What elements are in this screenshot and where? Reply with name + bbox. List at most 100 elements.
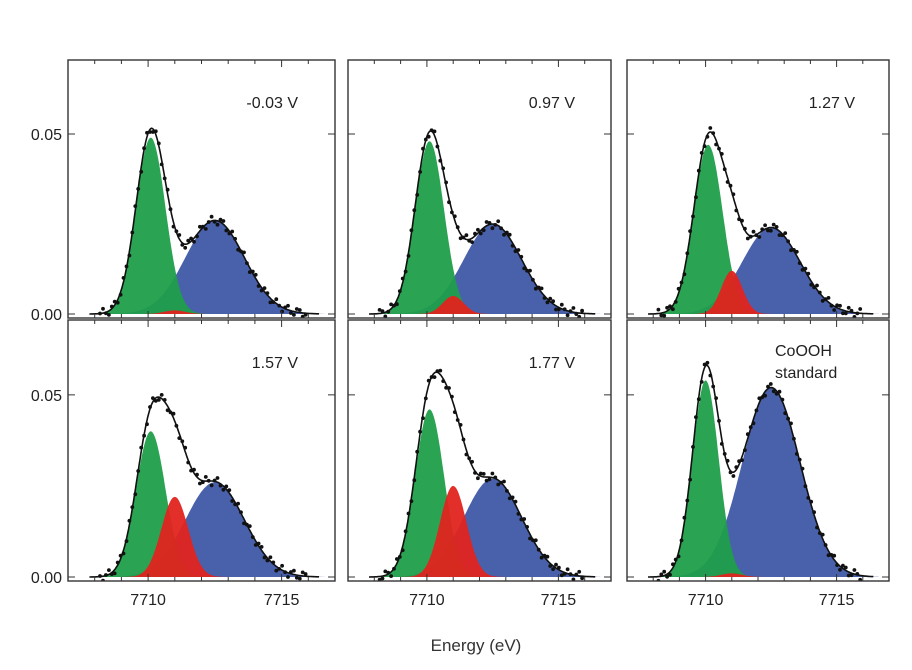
data-point: [809, 499, 814, 504]
data-point: [168, 207, 173, 212]
data-point: [771, 389, 776, 394]
data-point: [789, 248, 793, 253]
plot-area: [642, 126, 879, 318]
data-point: [165, 408, 170, 413]
data-point: [242, 250, 246, 255]
data-point: [215, 476, 220, 480]
data-point: [763, 393, 767, 398]
data-point: [846, 305, 851, 310]
data-point: [259, 288, 264, 293]
panel-label: CoOOH standard: [775, 343, 837, 382]
data-point: [415, 193, 420, 197]
data-point: [139, 445, 144, 450]
data-point: [177, 233, 182, 237]
data-point: [133, 204, 138, 209]
y-tick-label: 0.00: [31, 307, 62, 324]
data-point: [502, 232, 506, 237]
data-point: [174, 423, 179, 428]
data-point: [676, 554, 681, 559]
data-point: [699, 380, 704, 384]
data-point: [159, 393, 164, 397]
data-point: [450, 394, 454, 399]
data-point: [792, 248, 796, 252]
data-point: [300, 570, 305, 575]
data-point: [224, 228, 229, 233]
data-point: [200, 224, 205, 229]
data-point: [227, 488, 232, 492]
data-point: [522, 266, 527, 271]
data-point: [148, 405, 152, 409]
data-point: [525, 268, 529, 273]
panel-label: 1.77 V: [529, 355, 576, 372]
panel-label: 1.27 V: [809, 95, 856, 112]
data-point: [153, 129, 158, 134]
data-point: [294, 307, 299, 311]
data-point: [206, 478, 211, 483]
data-point: [104, 311, 108, 316]
data-point: [748, 234, 753, 239]
data-point: [250, 269, 255, 274]
data-point: [277, 303, 282, 308]
data-point: [412, 478, 417, 483]
data-point: [206, 220, 211, 224]
data-point: [452, 410, 457, 414]
data-point: [832, 308, 837, 312]
data-point: [450, 210, 454, 215]
data-point: [513, 499, 518, 504]
data-point: [815, 283, 819, 288]
data-point: [183, 245, 188, 250]
panel-2: 0.97 V: [347, 59, 612, 319]
data-point: [858, 577, 863, 581]
data-point: [751, 229, 756, 234]
y-tick-label: 0.05: [31, 127, 62, 144]
data-point: [826, 296, 831, 300]
data-point: [186, 238, 191, 243]
data-point: [797, 457, 802, 462]
data-point: [452, 214, 457, 219]
panel-1: 0.05 0.00 -0.03 V: [31, 59, 336, 324]
data-point: [262, 286, 267, 290]
blue-peak-area: [363, 224, 601, 314]
data-point: [218, 217, 223, 222]
data-point: [109, 572, 114, 576]
data-point: [499, 226, 503, 231]
data-point: [156, 398, 161, 402]
data-point: [198, 224, 202, 229]
data-point: [812, 285, 816, 290]
data-point: [441, 379, 446, 383]
data-point: [455, 225, 460, 230]
data-point: [499, 480, 503, 485]
data-point: [142, 146, 147, 151]
panel-label: 1.57 V: [252, 355, 299, 372]
data-point: [239, 510, 243, 515]
data-point: [708, 126, 713, 130]
data-point: [557, 565, 561, 570]
data-point: [476, 227, 480, 232]
data-point: [409, 499, 414, 503]
data-point: [705, 360, 710, 365]
data-point: [139, 169, 144, 174]
data-point: [858, 307, 863, 311]
data-point: [659, 572, 664, 577]
data-point: [493, 475, 498, 480]
data-point: [429, 375, 434, 379]
data-point: [728, 470, 733, 475]
data-point: [557, 307, 561, 312]
data-point: [421, 146, 425, 151]
data-point: [542, 296, 547, 300]
data-point: [519, 254, 524, 259]
x-tick-label: 7715: [264, 592, 300, 609]
data-point: [725, 458, 730, 463]
data-point: [247, 270, 252, 274]
x-tick-label: 7710: [688, 592, 724, 609]
data-point: [107, 568, 111, 572]
data-point: [668, 304, 672, 309]
data-point: [496, 482, 501, 487]
data-point: [292, 568, 296, 573]
data-point: [464, 233, 469, 238]
data-point: [253, 543, 258, 547]
data-point: [265, 558, 270, 563]
data-point: [203, 475, 208, 479]
data-point: [789, 421, 793, 426]
data-point: [186, 460, 191, 465]
